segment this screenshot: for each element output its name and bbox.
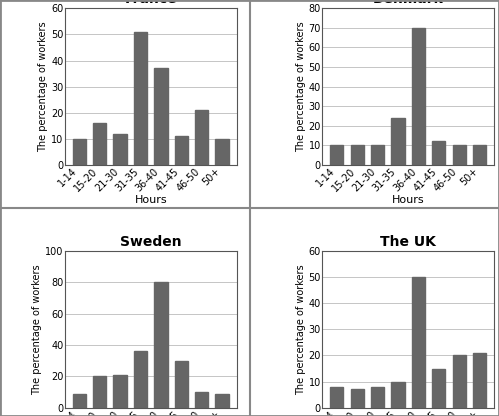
Bar bbox=[175, 136, 188, 165]
Bar bbox=[113, 375, 127, 408]
Bar bbox=[93, 123, 106, 165]
Bar bbox=[453, 145, 466, 165]
Bar bbox=[195, 392, 208, 408]
Bar bbox=[432, 141, 446, 165]
Bar bbox=[216, 394, 229, 408]
Bar bbox=[351, 145, 364, 165]
Y-axis label: The percentage of workers: The percentage of workers bbox=[296, 264, 306, 395]
Bar bbox=[432, 369, 446, 408]
Bar bbox=[371, 145, 384, 165]
X-axis label: Hours: Hours bbox=[134, 195, 167, 205]
Bar bbox=[154, 68, 168, 165]
Bar bbox=[391, 118, 405, 165]
Bar bbox=[195, 110, 208, 165]
Bar bbox=[134, 32, 147, 165]
Bar bbox=[330, 387, 343, 408]
Bar bbox=[371, 387, 384, 408]
Bar bbox=[391, 381, 405, 408]
Title: The UK: The UK bbox=[380, 235, 436, 248]
Bar bbox=[113, 134, 127, 165]
Bar bbox=[412, 277, 425, 408]
Bar bbox=[453, 356, 466, 408]
Title: France: France bbox=[124, 0, 177, 6]
Bar bbox=[473, 353, 486, 408]
Bar bbox=[134, 351, 147, 408]
Bar bbox=[73, 139, 86, 165]
Bar bbox=[216, 139, 229, 165]
Bar bbox=[93, 376, 106, 408]
X-axis label: Hours: Hours bbox=[392, 195, 425, 205]
Bar bbox=[73, 394, 86, 408]
Bar bbox=[330, 145, 343, 165]
Bar bbox=[351, 389, 364, 408]
Title: Denmark: Denmark bbox=[373, 0, 444, 6]
Bar bbox=[175, 361, 188, 408]
Y-axis label: The percentage of workers: The percentage of workers bbox=[296, 21, 306, 152]
Title: Sweden: Sweden bbox=[120, 235, 182, 248]
Bar bbox=[154, 282, 168, 408]
Y-axis label: The percentage of workers: The percentage of workers bbox=[32, 264, 42, 395]
Bar bbox=[473, 145, 486, 165]
Y-axis label: The percentage of workers: The percentage of workers bbox=[38, 21, 48, 152]
Bar bbox=[412, 28, 425, 165]
